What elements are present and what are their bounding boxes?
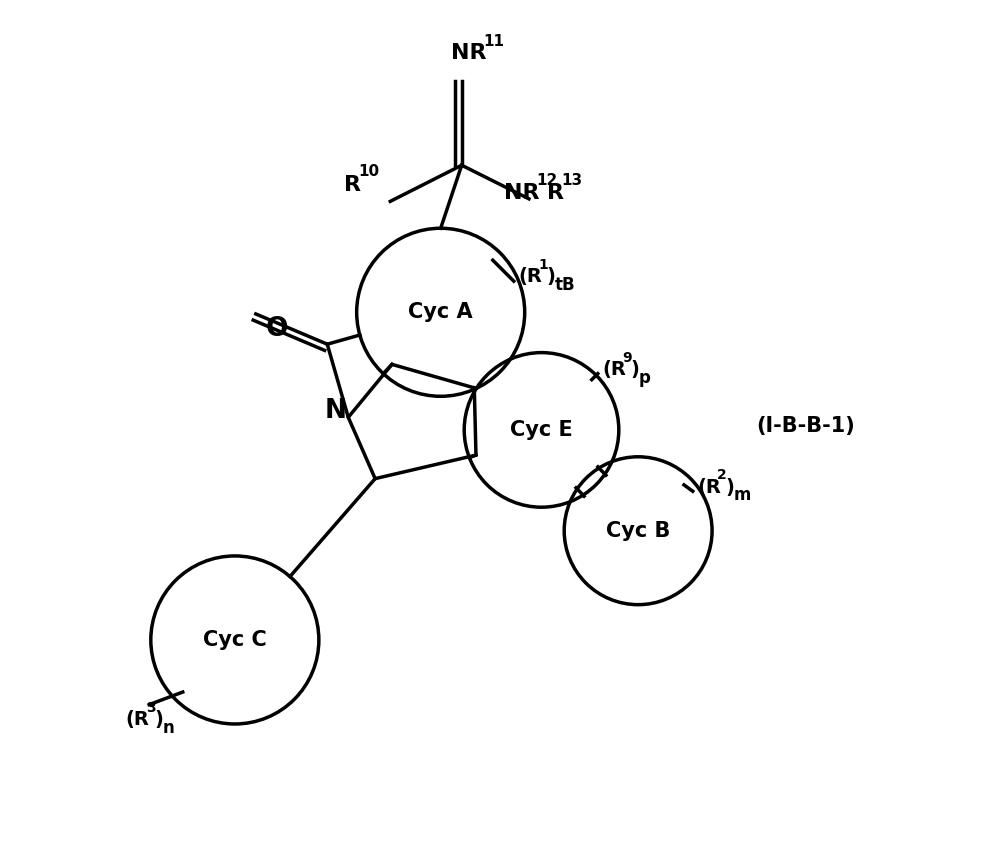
Text: 11: 11 xyxy=(484,35,504,49)
Text: Cyc B: Cyc B xyxy=(606,521,670,540)
Text: (R: (R xyxy=(602,360,626,379)
Text: 12: 12 xyxy=(536,173,557,188)
Text: O: O xyxy=(266,316,288,342)
Text: 3: 3 xyxy=(146,701,156,715)
Text: (R: (R xyxy=(697,477,721,497)
Text: N: N xyxy=(325,399,347,424)
Text: m: m xyxy=(734,486,751,504)
Text: p: p xyxy=(639,368,651,387)
Text: n: n xyxy=(163,719,174,737)
Text: (I-B-B-1): (I-B-B-1) xyxy=(756,416,854,436)
Text: 2: 2 xyxy=(717,468,727,482)
Text: NR: NR xyxy=(451,44,487,63)
Text: ): ) xyxy=(154,711,163,729)
Text: (R: (R xyxy=(518,267,541,287)
Text: ): ) xyxy=(725,477,734,497)
Text: tB: tB xyxy=(555,277,575,294)
Text: 10: 10 xyxy=(359,164,380,180)
Text: (R: (R xyxy=(126,711,150,729)
Text: Cyc E: Cyc E xyxy=(510,420,572,440)
Text: ): ) xyxy=(546,267,555,287)
Text: 9: 9 xyxy=(622,351,631,365)
Text: NR: NR xyxy=(503,183,539,203)
Text: Cyc A: Cyc A xyxy=(409,303,473,322)
Text: 1: 1 xyxy=(538,258,547,272)
Text: R: R xyxy=(344,175,361,195)
Text: ): ) xyxy=(630,360,639,379)
Text: Cyc C: Cyc C xyxy=(203,630,267,650)
Text: R: R xyxy=(547,183,564,203)
Text: 13: 13 xyxy=(561,173,582,188)
